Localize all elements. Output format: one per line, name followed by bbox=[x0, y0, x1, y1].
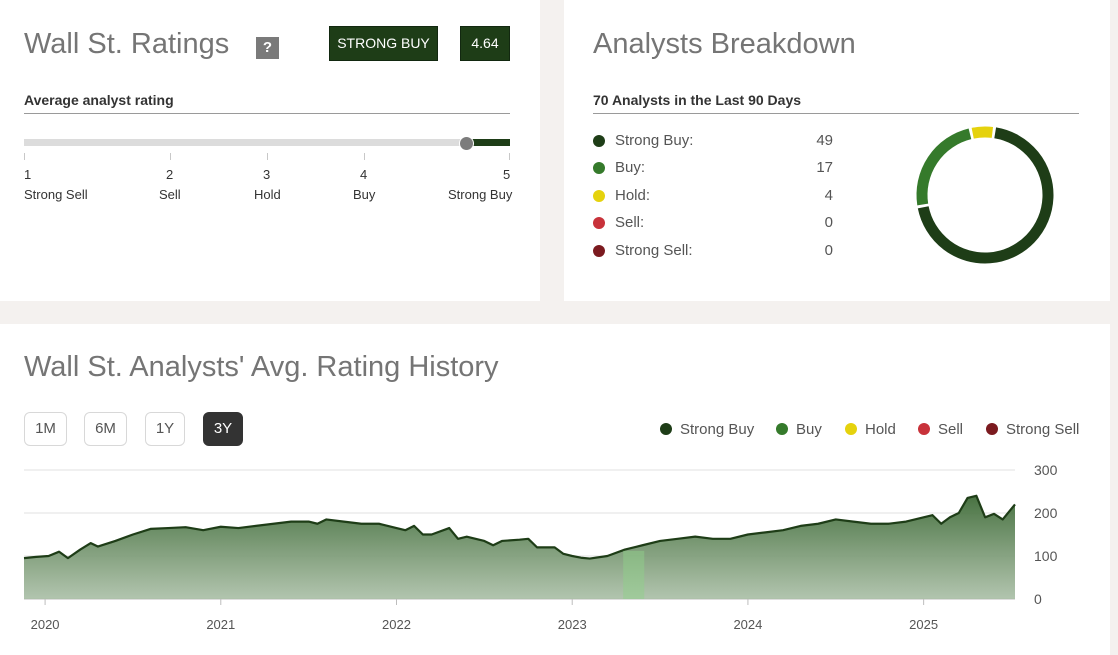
breakdown-title: Analysts Breakdown bbox=[593, 28, 856, 60]
scale-number: 5 bbox=[503, 167, 511, 182]
breakdown-row-strong-buy: Strong Buy: 49 bbox=[593, 131, 833, 151]
range-button-6m[interactable]: 6M bbox=[84, 412, 127, 446]
breakdown-label: Strong Buy: bbox=[615, 132, 694, 149]
range-button-3y[interactable]: 3Y bbox=[203, 412, 243, 446]
rating-badge: STRONG BUY bbox=[329, 26, 438, 61]
scale-tick bbox=[170, 153, 171, 160]
legend-label: Strong Buy bbox=[680, 421, 755, 438]
scale-label-sell: Sell bbox=[159, 187, 181, 202]
breakdown-row-sell: Sell: 0 bbox=[593, 213, 833, 233]
scale-tick bbox=[267, 153, 268, 160]
legend-label: Strong Sell bbox=[1006, 421, 1080, 438]
strong-buy-line bbox=[23, 494, 1016, 560]
legend-dot bbox=[845, 423, 857, 435]
analysts-breakdown-card: Analysts Breakdown 70 Analysts in the La… bbox=[564, 0, 1110, 301]
rating-scale-track bbox=[24, 136, 510, 151]
scale-label-hold: Hold bbox=[254, 187, 281, 202]
breakdown-row-hold: Hold: 4 bbox=[593, 186, 833, 206]
buy-dot bbox=[593, 162, 605, 174]
x-tick-label: 2021 bbox=[206, 617, 235, 632]
donut-slice-strong-buy bbox=[917, 127, 1054, 264]
ratings-title: Wall St. Ratings bbox=[24, 28, 230, 60]
divider bbox=[593, 113, 1079, 114]
scale-number: 2 bbox=[166, 167, 174, 182]
divider bbox=[24, 113, 510, 114]
breakdown-count: 17 bbox=[816, 159, 833, 176]
strong-sell-dot bbox=[593, 245, 605, 257]
breakdown-row-buy: Buy: 17 bbox=[593, 158, 833, 178]
highlight-band bbox=[623, 550, 645, 599]
history-title: Wall St. Analysts' Avg. Rating History bbox=[24, 351, 499, 383]
y-tick-label: 200 bbox=[1034, 505, 1058, 521]
legend-sell[interactable]: Sell bbox=[918, 421, 963, 438]
y-tick-label: 100 bbox=[1034, 548, 1058, 564]
legend-strong-buy[interactable]: Strong Buy bbox=[660, 421, 754, 438]
help-icon[interactable]: ? bbox=[256, 37, 279, 59]
legend-label: Sell bbox=[938, 421, 964, 438]
analysts-count-label: 70 Analysts in the Last 90 Days bbox=[593, 92, 802, 108]
legend-label: Hold bbox=[865, 421, 896, 438]
rating-history-chart: 0 100 200 300 2020 2021 2022 2023 2024 2025 bbox=[23, 462, 1058, 632]
wall-st-ratings-card: Wall St. Ratings ? STRONG BUY 4.64 Avera… bbox=[0, 0, 540, 301]
legend-dot bbox=[776, 423, 788, 435]
scale-number: 4 bbox=[360, 167, 368, 182]
legend-buy[interactable]: Buy bbox=[776, 421, 822, 438]
scale-tick bbox=[509, 153, 510, 160]
x-tick-label: 2020 bbox=[31, 617, 60, 632]
hold-dot bbox=[593, 190, 605, 202]
scale-label-strong-buy: Strong Buy bbox=[448, 187, 513, 202]
scale-tick bbox=[24, 153, 25, 160]
sell-dot bbox=[593, 217, 605, 229]
scale-label-strong-sell: Strong Sell bbox=[24, 187, 88, 202]
rating-marker bbox=[459, 136, 475, 151]
breakdown-label: Sell: bbox=[615, 214, 645, 231]
average-rating-label: Average analyst rating bbox=[24, 92, 174, 108]
rating-scale-fill bbox=[466, 139, 510, 146]
legend-hold[interactable]: Hold bbox=[845, 421, 896, 438]
scale-label-buy: Buy bbox=[353, 187, 376, 202]
legend-dot bbox=[918, 423, 930, 435]
breakdown-label: Buy: bbox=[615, 159, 646, 176]
legend-label: Buy bbox=[796, 421, 822, 438]
y-tick-label: 0 bbox=[1034, 591, 1042, 607]
y-tick-label: 300 bbox=[1034, 462, 1058, 478]
donut-slice-buy bbox=[916, 128, 972, 206]
scale-tick bbox=[364, 153, 365, 160]
strong-buy-area bbox=[24, 495, 1015, 599]
breakdown-label: Hold: bbox=[615, 187, 651, 204]
breakdown-count: 4 bbox=[824, 187, 833, 204]
rating-history-card: Wall St. Analysts' Avg. Rating History 1… bbox=[0, 324, 1110, 655]
donut-slice-hold bbox=[971, 126, 994, 139]
breakdown-count: 0 bbox=[824, 214, 833, 231]
legend-dot bbox=[660, 423, 672, 435]
scale-number: 1 bbox=[24, 167, 32, 182]
breakdown-row-strong-sell: Strong Sell: 0 bbox=[593, 241, 833, 261]
range-button-1y[interactable]: 1Y bbox=[145, 412, 185, 446]
breakdown-count: 49 bbox=[816, 132, 833, 149]
x-tick-label: 2024 bbox=[733, 617, 762, 632]
scale-number: 3 bbox=[263, 167, 271, 182]
breakdown-label: Strong Sell: bbox=[615, 242, 693, 259]
breakdown-count: 0 bbox=[824, 242, 833, 259]
score-badge: 4.64 bbox=[460, 26, 510, 61]
legend-strong-sell[interactable]: Strong Sell bbox=[986, 421, 1079, 438]
analysts-donut-chart bbox=[916, 126, 1054, 264]
x-tick-label: 2025 bbox=[909, 617, 938, 632]
x-tick-label: 2023 bbox=[558, 617, 587, 632]
strong-buy-dot bbox=[593, 135, 605, 147]
legend-dot bbox=[986, 423, 998, 435]
x-tick-label: 2022 bbox=[382, 617, 411, 632]
range-button-1m[interactable]: 1M bbox=[24, 412, 67, 446]
